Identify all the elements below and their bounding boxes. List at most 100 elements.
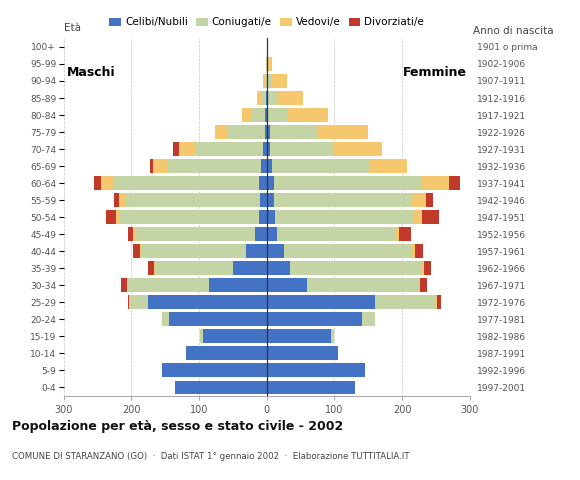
Bar bbox=[119, 193, 125, 207]
Text: Femmine: Femmine bbox=[403, 66, 466, 79]
Bar bbox=[267, 108, 268, 122]
Bar bbox=[267, 91, 277, 105]
Bar bbox=[94, 176, 101, 190]
Bar bbox=[284, 244, 412, 258]
Bar bbox=[266, 108, 267, 122]
Bar bbox=[275, 210, 414, 224]
Bar bbox=[264, 125, 267, 139]
Bar bbox=[422, 210, 438, 224]
Bar bbox=[140, 244, 142, 258]
Bar bbox=[267, 381, 355, 395]
Bar bbox=[268, 57, 271, 71]
Bar bbox=[267, 57, 268, 71]
Bar bbox=[415, 244, 423, 258]
Bar bbox=[267, 193, 274, 207]
Bar bbox=[412, 193, 426, 207]
Bar bbox=[267, 278, 307, 292]
Legend: Celibi/Nubili, Coniugati/e, Vedovi/e, Divorziati/e: Celibi/Nubili, Coniugati/e, Vedovi/e, Di… bbox=[105, 13, 429, 32]
Text: Anno di nascita: Anno di nascita bbox=[473, 26, 553, 36]
Bar bbox=[369, 159, 407, 173]
Bar bbox=[255, 227, 267, 241]
Text: Maschi: Maschi bbox=[67, 66, 116, 79]
Bar bbox=[307, 278, 419, 292]
Text: Popolazione per età, sesso e stato civile - 2002: Popolazione per età, sesso e stato civil… bbox=[12, 420, 343, 433]
Bar bbox=[266, 91, 267, 105]
Bar bbox=[264, 74, 267, 88]
Bar bbox=[259, 210, 267, 224]
Bar bbox=[331, 329, 335, 343]
Bar bbox=[291, 261, 422, 275]
Bar bbox=[274, 176, 422, 190]
Bar bbox=[420, 278, 427, 292]
Bar bbox=[335, 142, 382, 156]
Bar bbox=[113, 176, 259, 190]
Bar bbox=[274, 193, 412, 207]
Bar bbox=[173, 142, 179, 156]
Bar bbox=[267, 329, 331, 343]
Bar bbox=[142, 244, 246, 258]
Bar bbox=[260, 193, 267, 207]
Bar bbox=[262, 159, 267, 173]
Bar bbox=[396, 227, 398, 241]
Bar bbox=[267, 227, 277, 241]
Bar bbox=[106, 210, 116, 224]
Bar bbox=[375, 295, 436, 309]
Bar bbox=[128, 295, 129, 309]
Bar bbox=[133, 244, 140, 258]
Bar bbox=[251, 108, 266, 122]
Bar bbox=[186, 347, 267, 360]
Bar bbox=[101, 176, 113, 190]
Bar bbox=[195, 142, 263, 156]
Bar bbox=[227, 125, 264, 139]
Text: Età: Età bbox=[64, 24, 81, 33]
Bar bbox=[175, 381, 267, 395]
Bar bbox=[398, 227, 411, 241]
Bar bbox=[202, 329, 267, 343]
Bar bbox=[148, 295, 267, 309]
Bar bbox=[267, 312, 361, 326]
Bar bbox=[166, 159, 262, 173]
Bar bbox=[422, 176, 450, 190]
Bar bbox=[272, 74, 287, 88]
Bar bbox=[133, 227, 136, 241]
Bar bbox=[317, 125, 368, 139]
Bar bbox=[271, 159, 369, 173]
Bar bbox=[150, 159, 153, 173]
Text: COMUNE DI STARANZANO (GO)  ·  Dati ISTAT 1° gennaio 2002  ·  Elaborazione TUTTIT: COMUNE DI STARANZANO (GO) · Dati ISTAT 1… bbox=[12, 452, 409, 461]
Bar bbox=[169, 312, 267, 326]
Bar bbox=[267, 244, 284, 258]
Bar bbox=[267, 159, 271, 173]
Bar bbox=[259, 176, 267, 190]
Bar bbox=[450, 176, 459, 190]
Bar bbox=[233, 261, 267, 275]
Bar bbox=[436, 295, 437, 309]
Bar bbox=[246, 244, 267, 258]
Bar bbox=[412, 244, 415, 258]
Bar bbox=[424, 261, 430, 275]
Bar bbox=[270, 125, 317, 139]
Bar bbox=[263, 142, 267, 156]
Bar bbox=[426, 193, 433, 207]
Bar bbox=[267, 295, 375, 309]
Bar bbox=[136, 227, 255, 241]
Bar bbox=[267, 176, 274, 190]
Bar bbox=[361, 312, 375, 326]
Bar bbox=[260, 91, 266, 105]
Bar bbox=[268, 108, 287, 122]
Bar bbox=[162, 312, 169, 326]
Bar bbox=[277, 227, 396, 241]
Bar bbox=[114, 193, 119, 207]
Bar bbox=[414, 210, 422, 224]
Bar bbox=[121, 278, 126, 292]
Bar bbox=[153, 159, 166, 173]
Bar bbox=[267, 363, 365, 377]
Bar bbox=[179, 142, 195, 156]
Bar bbox=[129, 295, 148, 309]
Bar bbox=[125, 193, 260, 207]
Bar bbox=[267, 125, 270, 139]
Bar bbox=[267, 74, 272, 88]
Bar bbox=[148, 261, 154, 275]
Bar bbox=[242, 108, 251, 122]
Bar bbox=[437, 295, 441, 309]
Bar bbox=[116, 210, 120, 224]
